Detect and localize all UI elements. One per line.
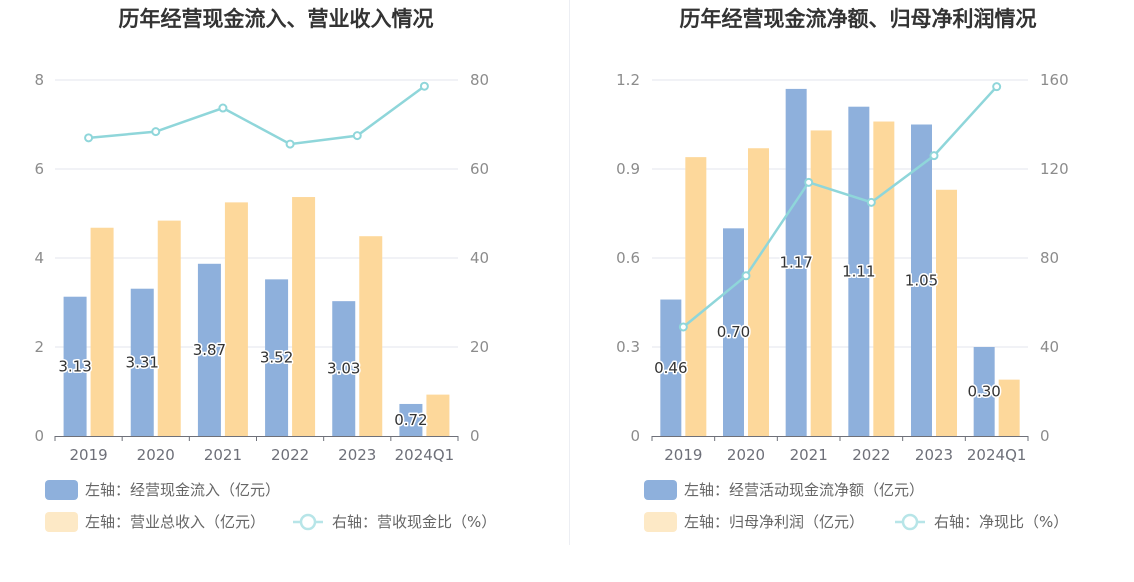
bar-series-2 [90,227,114,436]
bar-series-2 [748,148,769,436]
bar-data-label: 1.11 [842,262,875,280]
right-axis-tick-label: 120 [1040,160,1069,178]
left-axis-tick-label: 2 [34,338,44,356]
bar-data-label: 0.46 [654,359,687,377]
left-axis-tick-label: 0.3 [616,338,640,356]
x-axis-tick-label: 2020 [727,446,765,464]
panel-divider [569,0,570,545]
line-point [352,131,362,141]
legend-swatch [644,512,677,532]
legend-label: 右轴：营收现金比（%） [332,513,496,531]
left-axis-tick-label: 0.6 [616,249,640,267]
chart-title: 历年经营现金流净额、归母净利润情况 [680,7,1037,31]
x-axis-tick-label: 2024Q1 [967,446,1027,464]
legend-line-marker [299,513,317,531]
bar-series-1 [130,288,154,436]
bar-series-1 [63,296,87,436]
chart-netcash-profit: 历年经营现金流净额、归母净利润情况 0 0 0.3 40 0.6 80 0.9 120 1.2 16… [616,7,1069,532]
bar-data-label: 3.52 [260,349,293,367]
line-series [88,85,426,146]
bar-series-2 [224,202,248,436]
bar-series-1 [848,106,870,436]
bar-data-label: 0.72 [394,411,427,429]
bar-series-1 [785,88,807,437]
bar-series-2 [426,394,450,436]
legend-label: 左轴：经营活动现金流净额（亿元） [684,481,924,499]
line-point [678,322,688,332]
bar-series-2 [685,157,707,436]
x-axis-tick-label: 2023 [915,446,953,464]
line-point [218,103,228,113]
right-axis-tick-label: 160 [1040,71,1069,89]
legend-swatch [45,512,78,532]
right-axis-tick-label: 40 [470,249,489,267]
bar-series-1 [265,279,289,436]
chart-title: 历年经营现金流入、营业收入情况 [119,7,434,31]
left-axis-tick-label: 1.2 [616,71,640,89]
bar-data-label: 1.17 [779,253,812,271]
x-axis-tick-label: 2022 [852,446,890,464]
line-point [929,151,939,161]
bar-data-label: 1.05 [905,271,938,289]
bar-series-2 [292,197,316,436]
bar-series-2 [810,130,832,436]
bar-series-2 [936,189,957,436]
right-axis-tick-label: 80 [470,71,489,89]
bar-series-2 [873,121,895,437]
legend-label: 左轴：归母净利润（亿元） [684,513,864,531]
line-point [866,197,876,207]
line-point [285,139,295,149]
right-axis-tick-label: 80 [1040,249,1059,267]
legend-swatch [45,480,78,500]
legend-line-marker [901,513,919,531]
legend-label: 右轴：净现比（%） [934,513,1068,531]
x-axis-tick-label: 2023 [338,446,376,464]
right-axis-tick-label: 0 [470,427,480,445]
legend-label: 左轴：经营现金流入（亿元） [85,481,280,499]
left-axis-tick-label: 4 [34,249,44,267]
bar-data-label: 0.30 [967,383,1000,401]
line-point [804,177,814,187]
legend-label: 左轴：营业总收入（亿元） [85,513,265,531]
bar-series-2 [157,220,181,436]
bar-data-label: 3.87 [193,341,226,359]
line-point [419,81,429,91]
left-axis-tick-label: 6 [34,160,44,178]
bar-data-label: 0.70 [717,323,750,341]
left-axis-tick-label: 0 [630,427,640,445]
line-point [84,133,94,143]
left-axis-tick-label: 0.9 [616,160,640,178]
bar-series-1 [973,347,995,436]
bar-data-label: 3.03 [327,360,360,378]
right-axis-tick-label: 20 [470,338,489,356]
right-axis-tick-label: 60 [470,160,489,178]
bar-series-1 [660,299,682,436]
bar-series-1 [911,124,932,436]
right-axis-tick-label: 0 [1040,427,1050,445]
x-axis-tick-label: 2021 [204,446,242,464]
line-point [741,271,751,281]
x-axis-tick-label: 2024Q1 [395,446,455,464]
bar-series-1 [399,403,423,436]
line-series [682,85,998,328]
line-point [992,82,1002,92]
left-axis-tick-label: 8 [34,71,44,89]
bar-series-2 [359,236,383,436]
bar-series-1 [332,301,356,436]
x-axis-tick-label: 2022 [271,446,309,464]
bar-data-label: 3.31 [126,353,159,371]
bar-series-1 [197,263,221,436]
line-point [151,127,161,137]
x-axis-tick-label: 2020 [137,446,175,464]
bar-data-label: 3.13 [58,357,91,375]
right-axis-tick-label: 40 [1040,338,1059,356]
bar-series-2 [998,379,1020,436]
legend-swatch [644,480,677,500]
x-axis-tick-label: 2021 [790,446,828,464]
x-axis-tick-label: 2019 [664,446,702,464]
left-axis-tick-label: 0 [34,427,44,445]
x-axis-tick-label: 2019 [69,446,107,464]
chart-cashflow-revenue: 历年经营现金流入、营业收入情况 0 0 2 20 4 40 6 60 8 80 2019 2020 202… [34,7,496,532]
